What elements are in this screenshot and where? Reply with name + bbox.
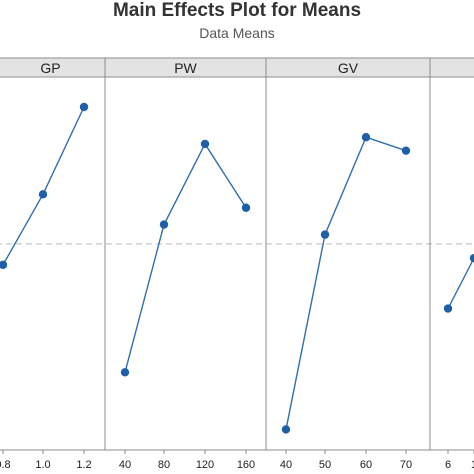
series-line-pw <box>124 142 247 373</box>
x-tick-label: 50 <box>319 459 331 471</box>
series-line-gp <box>2 106 85 266</box>
x-tick-label: 6 <box>445 459 451 471</box>
data-point <box>79 102 89 112</box>
x-tick-label: 1 <box>471 459 474 471</box>
x-tick-label: 60 <box>360 459 372 471</box>
data-point <box>469 253 474 263</box>
panel-label-pw: PW <box>174 60 197 76</box>
x-tick-label: 0.8 <box>0 459 11 471</box>
x-tick-label: 40 <box>280 459 292 471</box>
data-point <box>120 368 130 377</box>
chart-title: Main Effects Plot for Means <box>112 0 362 21</box>
panel-frame-gv <box>265 76 431 451</box>
series-line-gv <box>285 136 407 430</box>
x-tick-label: 120 <box>196 459 214 471</box>
x-tick-label: 160 <box>237 459 255 471</box>
chart-subtitle: Data Means <box>199 25 275 41</box>
x-tick-label: 80 <box>158 459 170 471</box>
x-tick-label: 70 <box>400 459 412 471</box>
data-point <box>443 304 453 313</box>
x-tick-label: 1.2 <box>76 459 91 471</box>
data-point <box>159 220 169 229</box>
x-tick-label: 40 <box>119 459 131 471</box>
panel-frame-gp <box>0 76 106 451</box>
series-line-panel4 <box>447 257 474 309</box>
data-point <box>361 133 371 142</box>
data-point <box>401 146 411 155</box>
panel-frame-panel4 <box>429 76 474 451</box>
data-point <box>320 230 330 239</box>
x-tick-label: 1.0 <box>35 459 50 471</box>
panel-frame-pw <box>104 76 267 451</box>
data-point <box>38 190 48 199</box>
panel-label-gp: GP <box>40 60 60 76</box>
data-point <box>0 260 8 270</box>
data-point <box>281 425 291 434</box>
chart-layer: GP 0.8 1.0 1.2 PW 40 80 120 160 GV 40 50 60 70 6 1 <box>0 57 474 471</box>
data-point <box>241 203 251 212</box>
panel-label-gv: GV <box>338 60 359 76</box>
data-point <box>200 139 210 149</box>
panel-header-panel4 <box>429 57 474 78</box>
